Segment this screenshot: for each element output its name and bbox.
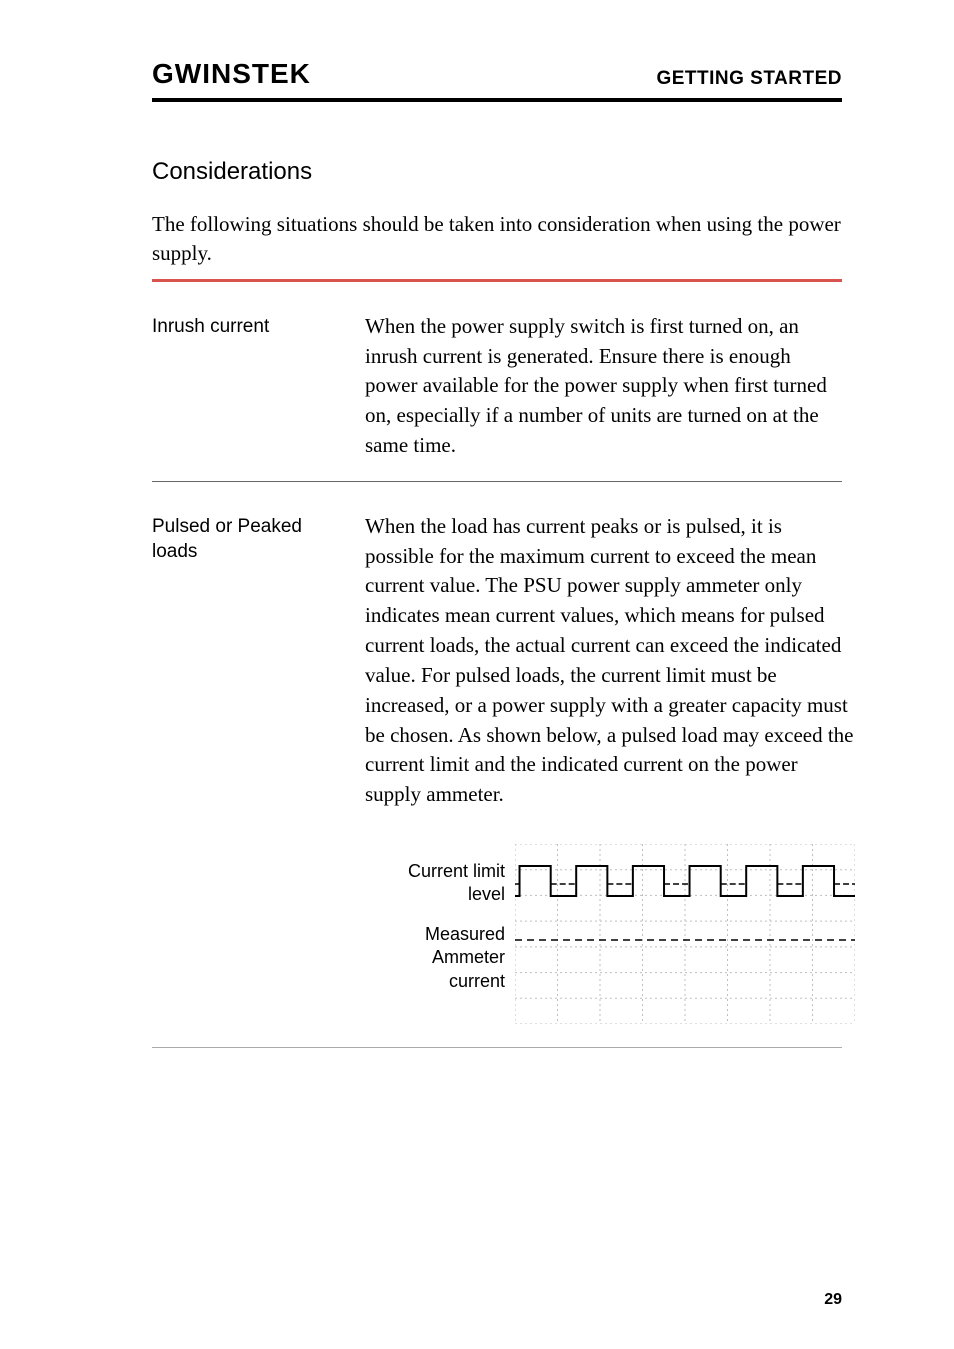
accent-rule: [152, 279, 842, 282]
entry-inrush: Inrush current When the power supply swi…: [152, 312, 842, 461]
entry-body-text: When the load has current peaks or is pu…: [365, 512, 855, 810]
entry-pulsed: Pulsed or Peaked loads When the load has…: [152, 512, 842, 1033]
header-rule: [152, 98, 842, 102]
entry-body: When the load has current peaks or is pu…: [365, 512, 855, 1033]
diagram-label-limit-1: Current limit: [365, 860, 505, 883]
pulse-chart-svg: [515, 844, 855, 1024]
entry-label: Inrush current: [152, 312, 347, 340]
diagram-label-mean-1: Measured: [365, 923, 505, 946]
pulse-diagram: Current limit level Measured Ammeter cur…: [365, 844, 855, 1033]
section-heading: Considerations: [152, 158, 842, 186]
diagram-labels: Current limit level Measured Ammeter cur…: [365, 844, 505, 1009]
bottom-rule: [152, 1047, 842, 1048]
diagram-label-limit-2: level: [365, 883, 505, 906]
brand-text: GWINSTEK: [152, 58, 311, 89]
diagram-label-mean-2: Ammeter: [365, 946, 505, 969]
page-number: 29: [824, 1291, 842, 1309]
diagram-label-mean-3: current: [365, 970, 505, 993]
entry-label: Pulsed or Peaked loads: [152, 512, 347, 565]
brand-logo: GWINSTEK: [152, 58, 311, 90]
header-section-title: GETTING STARTED: [656, 68, 842, 90]
diagram-svg-container: [515, 844, 855, 1033]
entry-body: When the power supply switch is first tu…: [365, 312, 842, 461]
entry-separator: [152, 481, 842, 482]
intro-paragraph: The following situations should be taken…: [152, 210, 842, 269]
